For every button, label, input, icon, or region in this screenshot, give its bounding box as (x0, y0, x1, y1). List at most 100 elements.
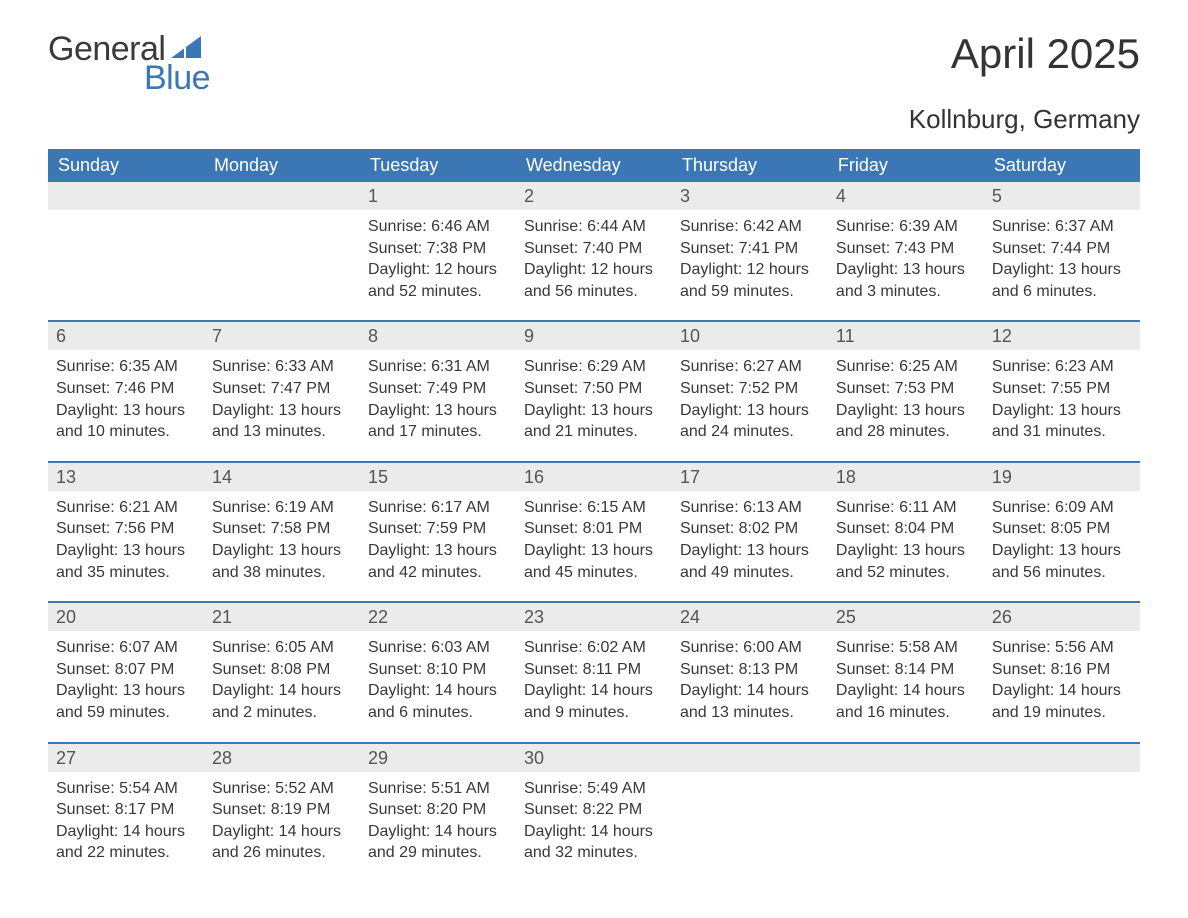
page-title: April 2025 (951, 30, 1140, 78)
day-number: 6 (48, 322, 204, 350)
day-details: Sunrise: 6:42 AMSunset: 7:41 PMDaylight:… (672, 210, 828, 320)
day-number: 16 (516, 463, 672, 491)
daylight-line: Daylight: 14 hours and 26 minutes. (212, 821, 352, 864)
day-cell: 12Sunrise: 6:23 AMSunset: 7:55 PMDayligh… (984, 321, 1140, 461)
logo-word-blue: Blue (144, 59, 210, 98)
day-cell: 15Sunrise: 6:17 AMSunset: 7:59 PMDayligh… (360, 462, 516, 602)
sunset-line: Sunset: 8:05 PM (992, 518, 1132, 540)
daylight-line: Daylight: 13 hours and 28 minutes. (836, 400, 976, 443)
day-cell: 23Sunrise: 6:02 AMSunset: 8:11 PMDayligh… (516, 602, 672, 742)
daylight-line: Daylight: 12 hours and 59 minutes. (680, 259, 820, 302)
day-details: Sunrise: 5:49 AMSunset: 8:22 PMDaylight:… (516, 772, 672, 882)
sunrise-line: Sunrise: 6:35 AM (56, 356, 196, 378)
day-details: Sunrise: 5:52 AMSunset: 8:19 PMDaylight:… (204, 772, 360, 882)
sunrise-line: Sunrise: 6:39 AM (836, 216, 976, 238)
dow-header: Monday (204, 149, 360, 182)
daylight-line: Daylight: 13 hours and 3 minutes. (836, 259, 976, 302)
day-details: Sunrise: 6:35 AMSunset: 7:46 PMDaylight:… (48, 350, 204, 460)
day-details: Sunrise: 5:54 AMSunset: 8:17 PMDaylight:… (48, 772, 204, 882)
sunset-line: Sunset: 7:50 PM (524, 378, 664, 400)
week-row: 27Sunrise: 5:54 AMSunset: 8:17 PMDayligh… (48, 743, 1140, 882)
dow-header: Wednesday (516, 149, 672, 182)
day-number (204, 182, 360, 210)
day-details: Sunrise: 6:02 AMSunset: 8:11 PMDaylight:… (516, 631, 672, 741)
day-number: 4 (828, 182, 984, 210)
day-cell (828, 743, 984, 882)
sunrise-line: Sunrise: 6:03 AM (368, 637, 508, 659)
day-details: Sunrise: 6:07 AMSunset: 8:07 PMDaylight:… (48, 631, 204, 741)
day-details: Sunrise: 6:31 AMSunset: 7:49 PMDaylight:… (360, 350, 516, 460)
daylight-line: Daylight: 13 hours and 13 minutes. (212, 400, 352, 443)
day-number: 23 (516, 603, 672, 631)
day-details: Sunrise: 6:37 AMSunset: 7:44 PMDaylight:… (984, 210, 1140, 320)
daylight-line: Daylight: 13 hours and 35 minutes. (56, 540, 196, 583)
sunrise-line: Sunrise: 6:42 AM (680, 216, 820, 238)
day-cell: 2Sunrise: 6:44 AMSunset: 7:40 PMDaylight… (516, 182, 672, 321)
daylight-line: Daylight: 14 hours and 32 minutes. (524, 821, 664, 864)
sunset-line: Sunset: 8:11 PM (524, 659, 664, 681)
dow-header-row: Sunday Monday Tuesday Wednesday Thursday… (48, 149, 1140, 182)
day-cell: 24Sunrise: 6:00 AMSunset: 8:13 PMDayligh… (672, 602, 828, 742)
sunrise-line: Sunrise: 6:29 AM (524, 356, 664, 378)
day-number: 17 (672, 463, 828, 491)
day-details: Sunrise: 6:27 AMSunset: 7:52 PMDaylight:… (672, 350, 828, 460)
day-cell: 1Sunrise: 6:46 AMSunset: 7:38 PMDaylight… (360, 182, 516, 321)
sunrise-line: Sunrise: 5:52 AM (212, 778, 352, 800)
day-cell: 18Sunrise: 6:11 AMSunset: 8:04 PMDayligh… (828, 462, 984, 602)
sunset-line: Sunset: 7:38 PM (368, 238, 508, 260)
day-number: 13 (48, 463, 204, 491)
sunset-line: Sunset: 8:01 PM (524, 518, 664, 540)
daylight-line: Daylight: 14 hours and 29 minutes. (368, 821, 508, 864)
week-row: 1Sunrise: 6:46 AMSunset: 7:38 PMDaylight… (48, 182, 1140, 321)
daylight-line: Daylight: 13 hours and 31 minutes. (992, 400, 1132, 443)
day-cell: 8Sunrise: 6:31 AMSunset: 7:49 PMDaylight… (360, 321, 516, 461)
sunset-line: Sunset: 8:08 PM (212, 659, 352, 681)
day-details: Sunrise: 6:03 AMSunset: 8:10 PMDaylight:… (360, 631, 516, 741)
day-number (984, 744, 1140, 772)
sunset-line: Sunset: 8:14 PM (836, 659, 976, 681)
day-details: Sunrise: 6:05 AMSunset: 8:08 PMDaylight:… (204, 631, 360, 741)
daylight-line: Daylight: 14 hours and 19 minutes. (992, 680, 1132, 723)
day-number: 5 (984, 182, 1140, 210)
daylight-line: Daylight: 13 hours and 56 minutes. (992, 540, 1132, 583)
day-cell: 11Sunrise: 6:25 AMSunset: 7:53 PMDayligh… (828, 321, 984, 461)
day-details: Sunrise: 6:11 AMSunset: 8:04 PMDaylight:… (828, 491, 984, 601)
sunset-line: Sunset: 7:41 PM (680, 238, 820, 260)
day-cell: 9Sunrise: 6:29 AMSunset: 7:50 PMDaylight… (516, 321, 672, 461)
calendar-table: Sunday Monday Tuesday Wednesday Thursday… (48, 149, 1140, 882)
day-number: 11 (828, 322, 984, 350)
day-details: Sunrise: 6:29 AMSunset: 7:50 PMDaylight:… (516, 350, 672, 460)
day-details: Sunrise: 6:44 AMSunset: 7:40 PMDaylight:… (516, 210, 672, 320)
daylight-line: Daylight: 14 hours and 9 minutes. (524, 680, 664, 723)
day-number: 1 (360, 182, 516, 210)
day-number: 22 (360, 603, 516, 631)
day-cell: 21Sunrise: 6:05 AMSunset: 8:08 PMDayligh… (204, 602, 360, 742)
day-number: 24 (672, 603, 828, 631)
sunrise-line: Sunrise: 5:58 AM (836, 637, 976, 659)
day-number: 18 (828, 463, 984, 491)
sunrise-line: Sunrise: 6:44 AM (524, 216, 664, 238)
day-cell (984, 743, 1140, 882)
day-cell: 4Sunrise: 6:39 AMSunset: 7:43 PMDaylight… (828, 182, 984, 321)
day-details: Sunrise: 5:51 AMSunset: 8:20 PMDaylight:… (360, 772, 516, 882)
daylight-line: Daylight: 13 hours and 45 minutes. (524, 540, 664, 583)
daylight-line: Daylight: 13 hours and 10 minutes. (56, 400, 196, 443)
sunrise-line: Sunrise: 6:33 AM (212, 356, 352, 378)
day-cell: 5Sunrise: 6:37 AMSunset: 7:44 PMDaylight… (984, 182, 1140, 321)
day-number: 14 (204, 463, 360, 491)
daylight-line: Daylight: 13 hours and 6 minutes. (992, 259, 1132, 302)
sunset-line: Sunset: 7:40 PM (524, 238, 664, 260)
daylight-line: Daylight: 14 hours and 16 minutes. (836, 680, 976, 723)
sunset-line: Sunset: 7:44 PM (992, 238, 1132, 260)
day-number: 9 (516, 322, 672, 350)
day-number: 12 (984, 322, 1140, 350)
day-cell: 28Sunrise: 5:52 AMSunset: 8:19 PMDayligh… (204, 743, 360, 882)
daylight-line: Daylight: 14 hours and 13 minutes. (680, 680, 820, 723)
sunrise-line: Sunrise: 6:00 AM (680, 637, 820, 659)
day-number (672, 744, 828, 772)
sunrise-line: Sunrise: 6:27 AM (680, 356, 820, 378)
day-cell: 20Sunrise: 6:07 AMSunset: 8:07 PMDayligh… (48, 602, 204, 742)
sunset-line: Sunset: 8:17 PM (56, 799, 196, 821)
sunrise-line: Sunrise: 6:23 AM (992, 356, 1132, 378)
day-cell: 6Sunrise: 6:35 AMSunset: 7:46 PMDaylight… (48, 321, 204, 461)
